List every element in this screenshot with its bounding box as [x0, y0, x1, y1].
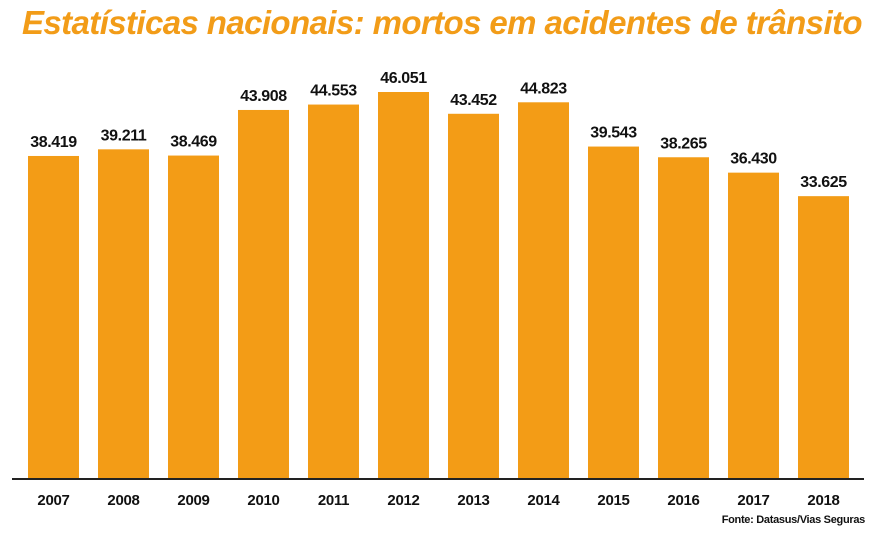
value-label-2009: 38.469	[170, 134, 217, 151]
bar-2009	[168, 155, 219, 478]
x-tick-label-2013: 2013	[457, 492, 489, 509]
value-labels-group: 38.419 39.211 38.469 43.908 44.553 46.051 43.4…	[30, 70, 847, 191]
value-label-2008: 39.211	[101, 127, 147, 144]
bar-2007	[28, 155, 79, 479]
x-tick-label-2008: 2008	[107, 492, 139, 509]
x-tick-label-2014: 2014	[527, 492, 560, 509]
source-note: Fonte: Datasus/Vias Seguras	[721, 514, 866, 526]
value-label-2017: 36.430	[730, 151, 777, 168]
x-tick-label-2018: 2018	[807, 492, 839, 509]
x-tick-label-2010: 2010	[247, 492, 279, 509]
value-label-2007: 38.419	[30, 134, 77, 151]
x-tick-label-2009: 2009	[177, 492, 209, 509]
x-tick-label-2012: 2012	[387, 492, 419, 509]
chart-title: Estatísticas nacionais: mortos em aciden…	[22, 4, 863, 41]
bar-2008	[98, 149, 149, 479]
x-tick-label-2015: 2015	[597, 492, 629, 509]
value-label-2014: 44.823	[520, 80, 567, 97]
bar-2016	[658, 157, 709, 479]
bar-2014	[518, 102, 569, 479]
bar-2010	[238, 109, 289, 478]
bar-2011	[308, 104, 359, 479]
value-label-2011: 44.553	[310, 83, 357, 100]
value-label-2016: 38.265	[660, 135, 707, 152]
value-label-2015: 39.543	[590, 125, 637, 142]
x-tick-label-2016: 2016	[667, 492, 699, 509]
x-tick-label-2007: 2007	[37, 492, 69, 509]
bar-2012	[378, 92, 429, 478]
bar-2018	[798, 196, 849, 478]
value-label-2012: 46.051	[380, 70, 427, 87]
bar-2015	[588, 146, 639, 479]
value-label-2018: 33.625	[800, 174, 847, 191]
x-tick-label-2017: 2017	[737, 492, 769, 509]
bars-group	[28, 92, 849, 479]
x-tick-labels-group: 2007 2008 2009 2010 2011 2012 2013 2014 2015 2016…	[37, 492, 839, 509]
bar-2013	[448, 113, 499, 478]
bar-2017	[728, 172, 779, 479]
value-label-2013: 43.452	[450, 92, 497, 109]
x-tick-label-2011: 2011	[318, 492, 349, 509]
value-label-2010: 43.908	[240, 88, 287, 105]
